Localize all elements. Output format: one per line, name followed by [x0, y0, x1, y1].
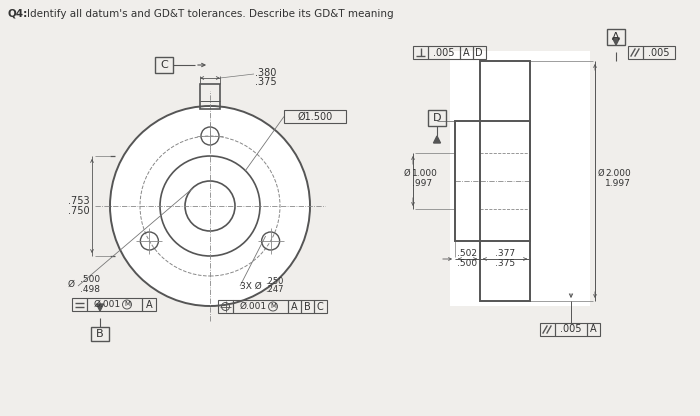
Text: Ø: Ø	[403, 168, 410, 178]
Text: .375: .375	[255, 77, 276, 87]
Text: B: B	[304, 302, 310, 312]
Bar	[607, 29, 625, 45]
Bar	[233, 300, 288, 313]
Bar	[555, 323, 587, 336]
Bar	[643, 46, 675, 59]
Bar	[413, 46, 428, 59]
Text: .753: .753	[69, 196, 90, 206]
Text: .750: .750	[69, 206, 90, 216]
Bar	[72, 298, 87, 311]
Polygon shape	[97, 304, 104, 311]
Text: Q4:: Q4:	[8, 9, 28, 19]
Bar	[587, 323, 600, 336]
Text: .377: .377	[495, 250, 515, 258]
Bar	[87, 298, 142, 311]
Bar	[428, 110, 446, 126]
Text: A: A	[589, 324, 596, 334]
Text: .500: .500	[80, 275, 100, 285]
Text: C: C	[160, 60, 168, 70]
Bar	[142, 298, 156, 311]
Text: Ø1.500: Ø1.500	[298, 111, 332, 121]
Text: .380: .380	[255, 68, 276, 78]
Text: A: A	[290, 302, 298, 312]
Text: 1.000: 1.000	[412, 168, 438, 178]
Text: Ø: Ø	[598, 168, 605, 178]
Text: M: M	[270, 304, 276, 310]
Text: .502: .502	[458, 250, 477, 258]
Text: .247: .247	[265, 285, 284, 295]
Text: B: B	[96, 329, 104, 339]
Bar	[473, 46, 486, 59]
Circle shape	[110, 106, 310, 306]
Text: .498: .498	[80, 285, 100, 294]
Bar	[91, 327, 109, 341]
Text: D: D	[475, 47, 483, 57]
Polygon shape	[433, 136, 440, 143]
Text: A: A	[146, 300, 153, 310]
Bar	[288, 300, 301, 313]
Text: A: A	[612, 32, 620, 42]
Bar	[284, 110, 346, 123]
Text: M: M	[124, 302, 130, 307]
Bar	[428, 46, 460, 59]
Bar	[460, 46, 473, 59]
Bar	[480, 61, 530, 301]
Text: .005: .005	[560, 324, 582, 334]
Text: D: D	[433, 113, 441, 123]
Text: 3X Ø: 3X Ø	[240, 282, 262, 290]
Text: .375: .375	[495, 258, 515, 267]
Text: .005: .005	[648, 47, 670, 57]
Text: .005: .005	[433, 47, 455, 57]
Bar	[628, 46, 643, 59]
Text: 2.000: 2.000	[605, 168, 631, 178]
Text: Ø.001: Ø.001	[239, 302, 267, 311]
Bar	[314, 300, 327, 313]
Text: Ø: Ø	[68, 280, 75, 289]
Text: 1.997: 1.997	[605, 178, 631, 188]
Bar	[301, 300, 314, 313]
Bar	[200, 84, 220, 109]
Bar	[155, 57, 173, 73]
Text: A: A	[463, 47, 469, 57]
Bar	[455, 121, 530, 241]
Text: Ø.001: Ø.001	[93, 300, 120, 309]
Bar	[450, 51, 590, 306]
Bar	[218, 300, 233, 313]
Bar	[540, 323, 555, 336]
Text: .500: .500	[457, 258, 477, 267]
Polygon shape	[612, 38, 620, 45]
Text: Identify all datum's and GD&T tolerances. Describe its GD&T meaning: Identify all datum's and GD&T tolerances…	[27, 9, 393, 19]
Text: .997: .997	[412, 178, 432, 188]
Text: .250: .250	[265, 277, 284, 287]
Text: C: C	[316, 302, 323, 312]
